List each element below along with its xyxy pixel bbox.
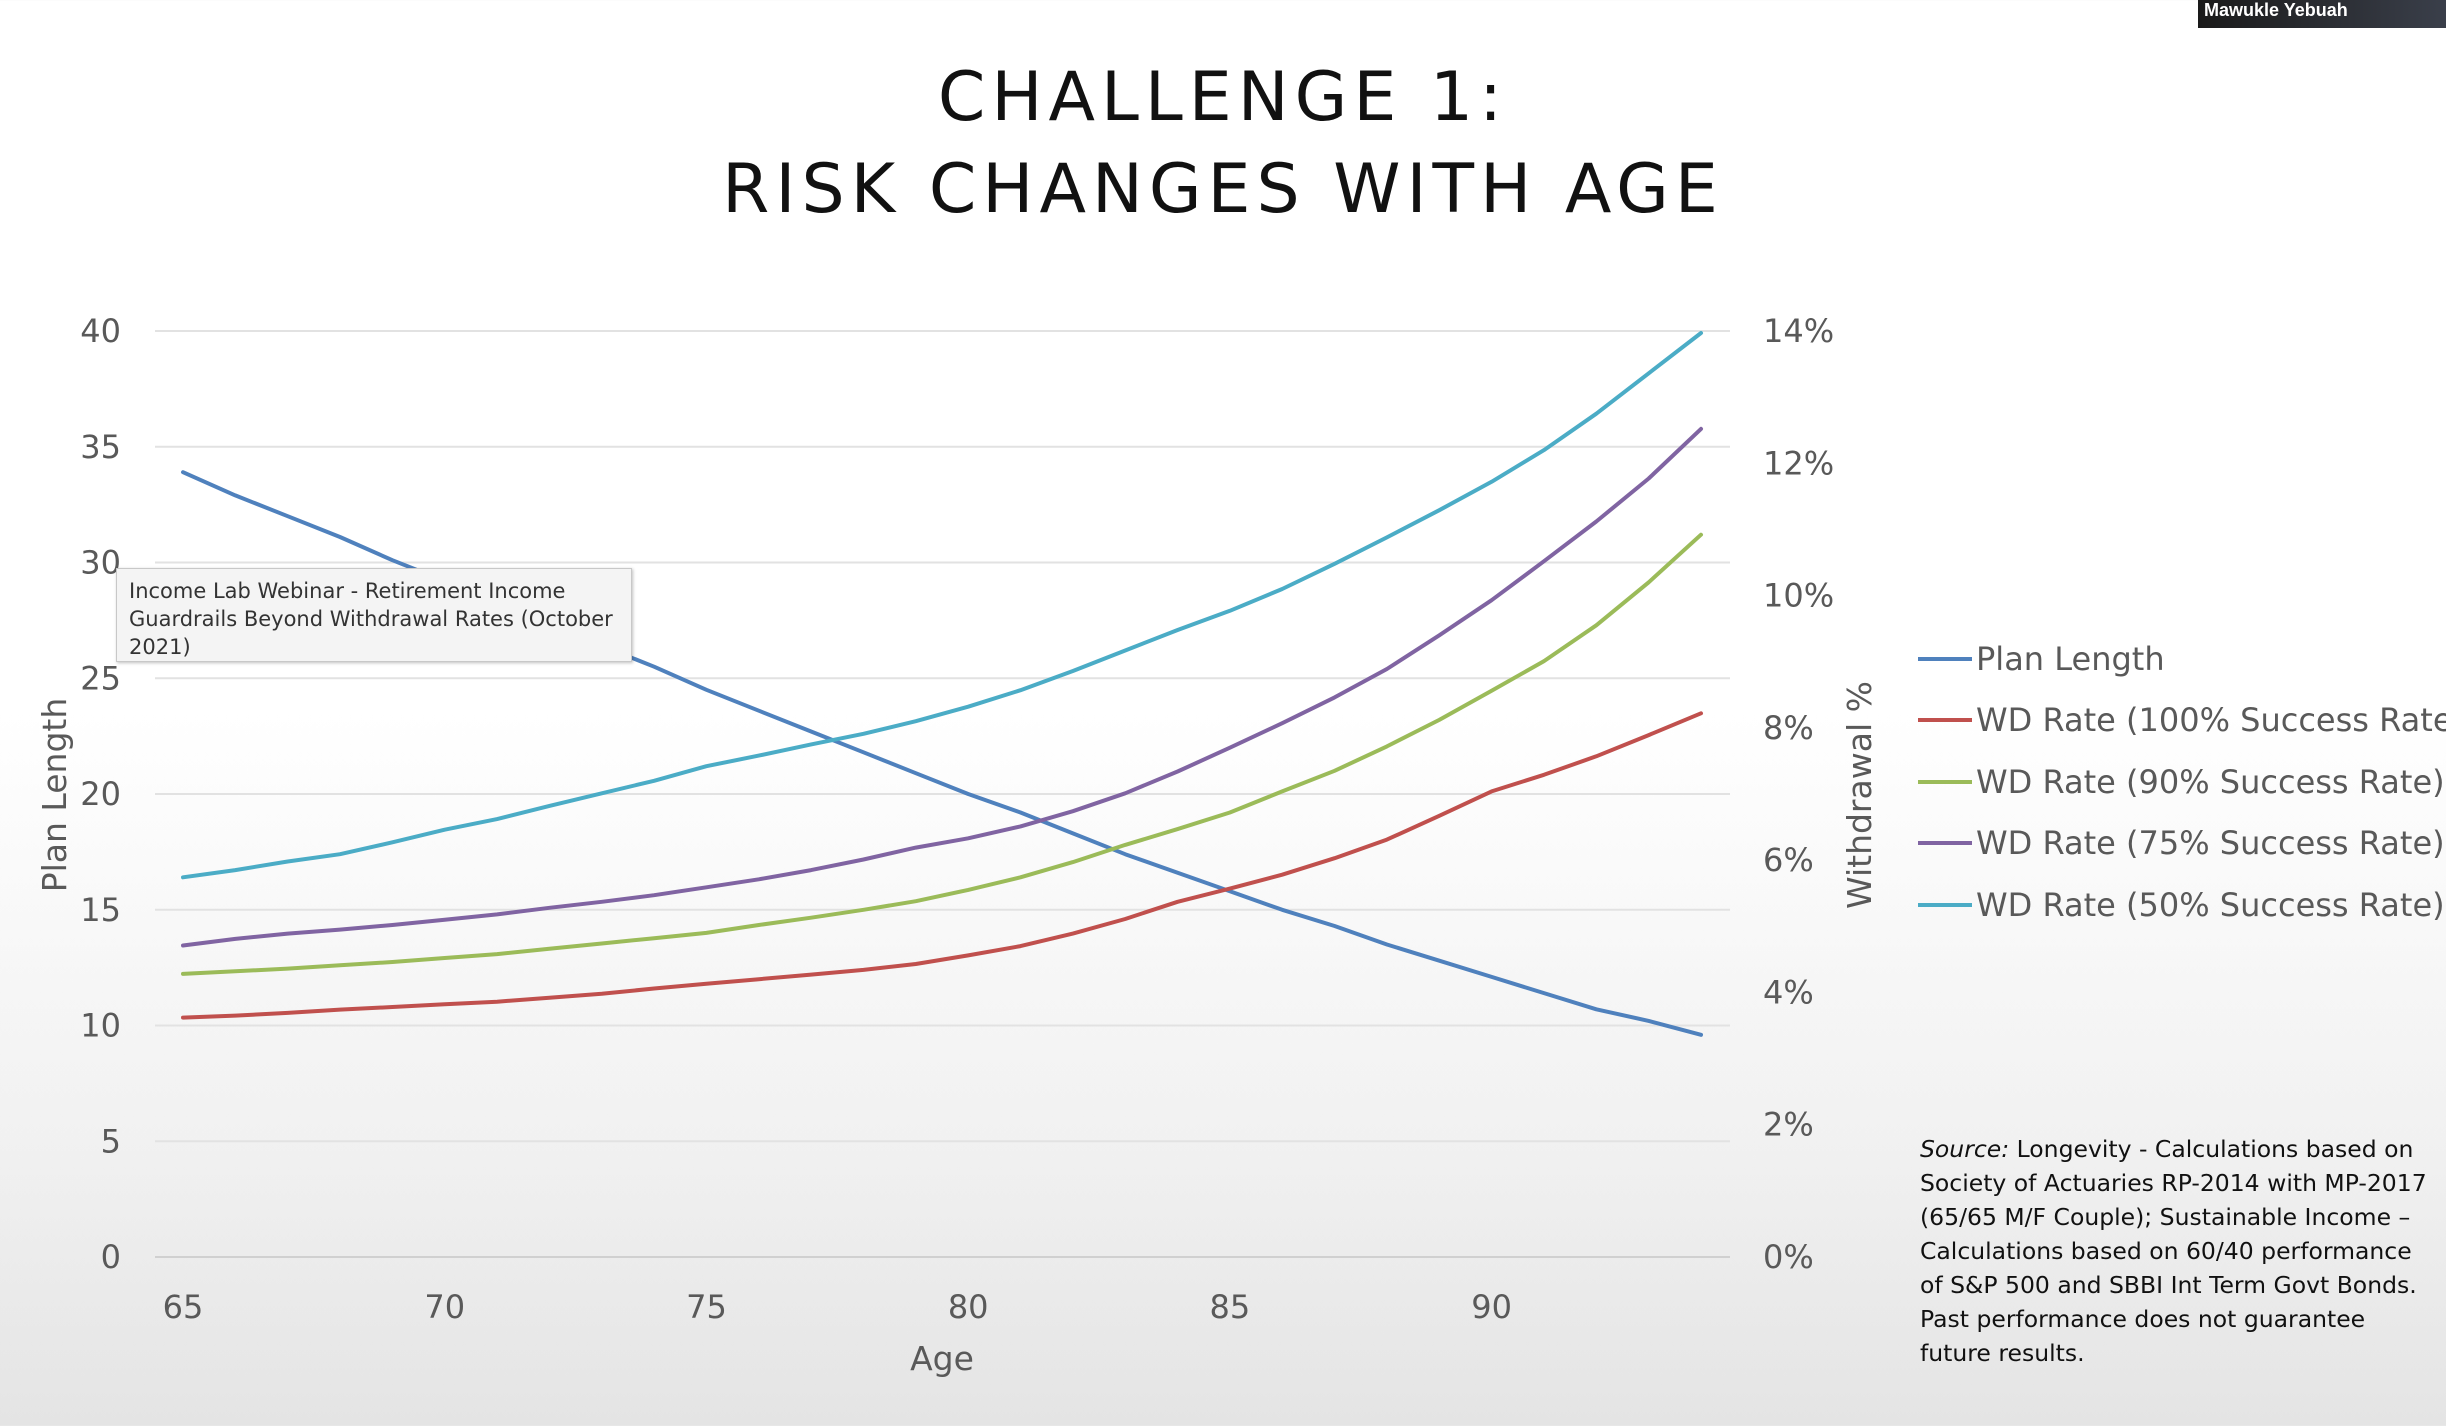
y2-tick-label: 12% — [1763, 444, 1834, 482]
source-text: Longevity - Calculations based on Societ… — [1920, 1135, 2427, 1367]
y2-axis-title: Withdrawal % — [1840, 681, 1879, 909]
legend-label: WD Rate (50% Success Rate) — [1976, 885, 2445, 924]
y-tick-label: 5 — [101, 1122, 121, 1160]
legend-item: WD Rate (90% Success Rate) — [1918, 751, 2446, 813]
legend-swatch — [1918, 902, 1972, 907]
chart-series — [181, 331, 1703, 1037]
y-tick-label: 25 — [80, 659, 121, 697]
y-tick-label: 35 — [80, 428, 121, 466]
x-tick-label: 85 — [1210, 1288, 1251, 1326]
slide-title-line-1: CHALLENGE 1: — [937, 58, 1509, 137]
x-tick-label: 80 — [948, 1288, 989, 1326]
legend-swatch — [1918, 779, 1972, 784]
legend-item: WD Rate (75% Success Rate) — [1918, 813, 2446, 875]
x-tick-label: 65 — [163, 1288, 204, 1326]
x-axis-title: Age — [910, 1339, 974, 1378]
y-tick-label: 30 — [80, 544, 121, 582]
y-axis-title: Plan Length — [35, 698, 74, 893]
gridlines — [155, 330, 1730, 1258]
legend-label: WD Rate (100% Success Rate) — [1976, 701, 2446, 740]
legend-swatch — [1918, 718, 1972, 723]
legend-item: Plan Length — [1918, 628, 2446, 690]
source-label: Source: — [1920, 1135, 2010, 1163]
x-tick-label: 90 — [1471, 1288, 1512, 1326]
source-note: Source: Longevity - Calculations based o… — [1920, 1132, 2440, 1370]
tick-labels: 0 5 10 15 20 25 30 35 40 0% 2% 4% 6% 8% 10% 12% 14% 65 70 7… — [80, 312, 1834, 1326]
slide-title: CHALLENGE 1: RISK CHANGES WITH AGE — [0, 52, 2446, 236]
y2-tick-label: 4% — [1763, 973, 1814, 1011]
slide-title-line-2: RISK CHANGES WITH AGE — [722, 150, 1724, 229]
y-tick-label: 20 — [80, 775, 121, 813]
chart-legend: Plan Length WD Rate (100% Success Rate) WD… — [1918, 628, 2446, 936]
y2-tick-label: 10% — [1763, 577, 1834, 615]
y-tick-label: 40 — [80, 312, 121, 350]
y-tick-label: 15 — [80, 891, 121, 929]
legend-label: WD Rate (75% Success Rate) — [1976, 824, 2445, 863]
y2-tick-label: 8% — [1763, 709, 1814, 747]
legend-label: Plan Length — [1976, 639, 2165, 678]
y2-tick-label: 6% — [1763, 841, 1814, 879]
y2-tick-label: 14% — [1763, 312, 1834, 350]
legend-item: WD Rate (100% Success Rate) — [1918, 690, 2446, 752]
presenter-video-tag: Mawukle Yebuah — [2198, 0, 2446, 28]
y2-tick-label: 0% — [1763, 1238, 1814, 1276]
y2-tick-label: 2% — [1763, 1106, 1814, 1144]
y-tick-label: 10 — [80, 1007, 121, 1045]
legend-swatch — [1918, 656, 1972, 661]
legend-label: WD Rate (90% Success Rate) — [1976, 762, 2445, 801]
x-tick-label: 70 — [424, 1288, 465, 1326]
legend-item: WD Rate (50% Success Rate) — [1918, 874, 2446, 936]
series-line-3 — [181, 532, 1703, 976]
legend-swatch — [1918, 841, 1972, 846]
webinar-tooltip: Income Lab Webinar - Retirement Income G… — [116, 568, 632, 662]
presenter-name: Mawukle Yebuah — [2204, 0, 2348, 20]
x-tick-label: 75 — [686, 1288, 727, 1326]
series-line-2 — [181, 711, 1703, 1020]
series-line-5 — [181, 331, 1703, 880]
series-line-1 — [181, 470, 1703, 1037]
series-line-4 — [181, 426, 1703, 948]
y-tick-label: 0 — [101, 1238, 121, 1276]
